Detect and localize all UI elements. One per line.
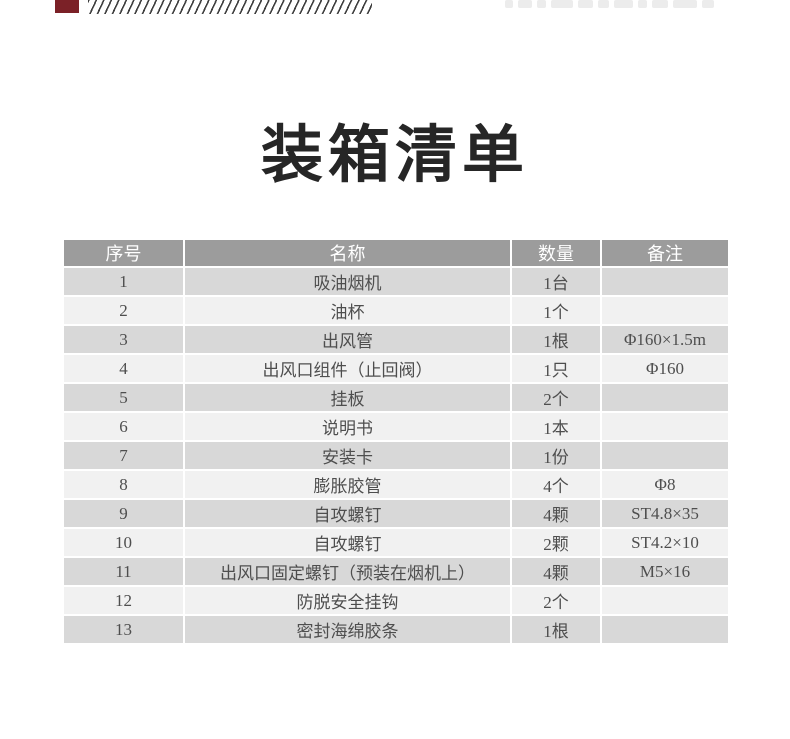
table-row: 9 自攻螺钉 4颗 ST4.8×35: [62, 498, 730, 529]
cell-no: 3: [62, 324, 185, 355]
col-header-remark: 备注: [600, 238, 730, 268]
table-row: 1 吸油烟机 1台: [62, 266, 730, 297]
table-row: 5 挂板 2个: [62, 382, 730, 413]
table-row: 3 出风管 1根 Φ160×1.5m: [62, 324, 730, 355]
cell-note: [600, 585, 730, 616]
cell-qty: 1根: [510, 324, 602, 355]
cell-no: 11: [62, 556, 185, 587]
cell-name: 自攻螺钉: [183, 527, 512, 558]
faint-cutoff-text: [505, 0, 775, 11]
table-row: 13 密封海绵胶条 1根: [62, 614, 730, 645]
col-header-name: 名称: [183, 238, 512, 268]
cell-qty: 4颗: [510, 556, 602, 587]
cell-name: 出风口组件（止回阀）: [183, 353, 512, 384]
cell-no: 12: [62, 585, 185, 616]
cell-note: [600, 266, 730, 297]
cell-qty: 1台: [510, 266, 602, 297]
cell-name: 油杯: [183, 295, 512, 326]
cell-qty: 1个: [510, 295, 602, 326]
cell-note: [600, 614, 730, 645]
cell-qty: 1只: [510, 353, 602, 384]
cell-note: ST4.2×10: [600, 527, 730, 558]
cell-no: 10: [62, 527, 185, 558]
cell-note: Φ8: [600, 469, 730, 500]
table-row: 11 出风口固定螺钉（预装在烟机上） 4颗 M5×16: [62, 556, 730, 587]
table-row: 10 自攻螺钉 2颗 ST4.2×10: [62, 527, 730, 558]
table-row: 6 说明书 1本: [62, 411, 730, 442]
cell-name: 防脱安全挂钩: [183, 585, 512, 616]
cell-qty: 4颗: [510, 498, 602, 529]
table-container: 序号 名称 数量 备注 1 吸油烟机 1台 2 油杯 1个: [62, 238, 730, 645]
cell-note: [600, 382, 730, 413]
cell-qty: 2个: [510, 382, 602, 413]
cell-no: 13: [62, 614, 185, 645]
table-row: 8 膨胀胶管 4个 Φ8: [62, 469, 730, 500]
cell-name: 安装卡: [183, 440, 512, 471]
cell-qty: 1本: [510, 411, 602, 442]
cell-name: 出风管: [183, 324, 512, 355]
table-row: 2 油杯 1个: [62, 295, 730, 326]
cell-no: 5: [62, 382, 185, 413]
cell-qty: 1根: [510, 614, 602, 645]
cell-note: ST4.8×35: [600, 498, 730, 529]
cell-qty: 1份: [510, 440, 602, 471]
hatch-decoration: [88, 0, 372, 14]
table-row: 7 安装卡 1份: [62, 440, 730, 471]
col-header-quantity: 数量: [510, 238, 602, 268]
cell-note: Φ160: [600, 353, 730, 384]
cell-name: 出风口固定螺钉（预装在烟机上）: [183, 556, 512, 587]
cell-name: 挂板: [183, 382, 512, 413]
cell-qty: 2颗: [510, 527, 602, 558]
table-header-row: 序号 名称 数量 备注: [62, 238, 730, 268]
packing-list-table: 序号 名称 数量 备注 1 吸油烟机 1台 2 油杯 1个: [62, 238, 730, 645]
table-row: 4 出风口组件（止回阀） 1只 Φ160: [62, 353, 730, 384]
cell-name: 膨胀胶管: [183, 469, 512, 500]
cell-no: 6: [62, 411, 185, 442]
cell-note: Φ160×1.5m: [600, 324, 730, 355]
cell-name: 密封海绵胶条: [183, 614, 512, 645]
cell-note: M5×16: [600, 556, 730, 587]
cell-note: [600, 440, 730, 471]
cell-note: [600, 295, 730, 326]
cell-no: 1: [62, 266, 185, 297]
cell-no: 7: [62, 440, 185, 471]
cell-no: 4: [62, 353, 185, 384]
cell-no: 2: [62, 295, 185, 326]
cell-qty: 2个: [510, 585, 602, 616]
cell-no: 9: [62, 498, 185, 529]
cell-no: 8: [62, 469, 185, 500]
cell-name: 说明书: [183, 411, 512, 442]
cell-qty: 4个: [510, 469, 602, 500]
cell-note: [600, 411, 730, 442]
col-header-index: 序号: [62, 238, 185, 268]
page-title: 装箱清单: [260, 121, 529, 190]
table-row: 12 防脱安全挂钩 2个: [62, 585, 730, 616]
cell-name: 吸油烟机: [183, 266, 512, 297]
brand-badge: [55, 0, 79, 13]
cell-name: 自攻螺钉: [183, 498, 512, 529]
